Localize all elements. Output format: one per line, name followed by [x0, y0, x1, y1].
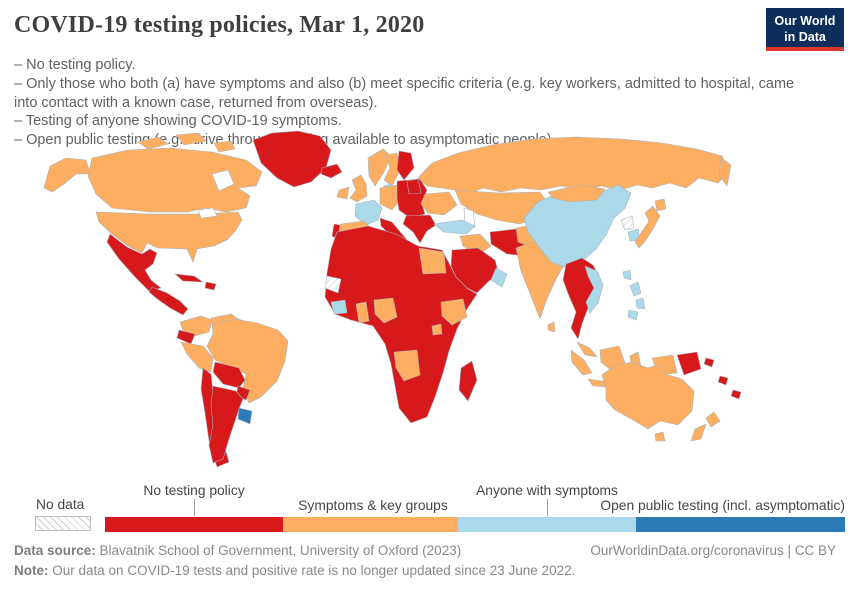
region-indonesia-sumatra[interactable] — [570, 349, 593, 376]
legend-tick — [547, 499, 548, 516]
legend-seg-no-testing-policy[interactable] — [105, 517, 283, 532]
region-western-sahara[interactable] — [324, 275, 342, 294]
region-uganda[interactable] — [431, 323, 443, 336]
data-source-line: Data source: Blavatnik School of Governm… — [14, 543, 461, 558]
owid-link[interactable]: OurWorldinData.org/coronavirus | CC BY — [590, 543, 836, 558]
region-central-europe[interactable] — [379, 184, 401, 211]
region-alaska[interactable] — [43, 157, 91, 193]
region-norway[interactable] — [367, 148, 392, 187]
region-peru[interactable] — [180, 341, 214, 373]
region-united-kingdom[interactable] — [349, 174, 368, 203]
region-new-zealand-south[interactable] — [690, 423, 707, 442]
legend-label-no-testing-policy: No testing policy — [143, 483, 245, 498]
region-balkans[interactable] — [402, 214, 437, 244]
region-japan-hokkaido[interactable] — [654, 198, 667, 212]
region-canada-arctic[interactable] — [137, 136, 169, 150]
region-uruguay[interactable] — [237, 407, 253, 425]
region-malaysia[interactable] — [576, 341, 598, 358]
legend-label-symptoms-key-groups: Symptoms & key groups — [298, 498, 448, 513]
region-papua-new-guinea[interactable] — [676, 351, 702, 376]
legend-no-data-label: No data — [36, 497, 85, 512]
subtitle-policy-definitions: – No testing policy. – Only those who bo… — [14, 56, 820, 150]
region-madagascar[interactable] — [458, 360, 478, 402]
region-baltic-states[interactable] — [406, 178, 422, 195]
region-new-zealand-north[interactable] — [705, 411, 721, 428]
region-hispaniola[interactable] — [204, 281, 217, 291]
page-title: COVID-19 testing policies, Mar 1, 2020 — [14, 12, 425, 38]
region-egypt[interactable] — [418, 247, 447, 275]
region-philippines[interactable] — [629, 281, 642, 297]
region-pacific-islands[interactable] — [703, 357, 715, 368]
region-australia-tasmania[interactable] — [654, 431, 666, 442]
region-philippines[interactable] — [627, 309, 639, 321]
region-sri-lanka[interactable] — [547, 321, 556, 333]
region-brazil[interactable] — [206, 318, 289, 404]
region-russia-kamchatka[interactable] — [718, 157, 732, 187]
region-oman-uae[interactable] — [490, 267, 508, 288]
region-turkey[interactable] — [433, 219, 476, 235]
region-canada-arctic[interactable] — [213, 140, 236, 153]
legend-label-open-public-testing: Open public testing (incl. asymptomatic) — [600, 498, 845, 513]
region-canada-arctic[interactable] — [175, 132, 207, 146]
legend-tick — [194, 499, 195, 516]
data-source-label: Data source: — [14, 543, 96, 558]
region-angola[interactable] — [393, 349, 421, 382]
region-france[interactable] — [354, 199, 383, 226]
region-united-states[interactable] — [95, 211, 243, 263]
region-north-korea[interactable] — [620, 215, 635, 231]
legend-color-bar — [105, 517, 845, 532]
region-nigeria[interactable] — [373, 297, 398, 324]
note-label: Note: — [14, 563, 49, 578]
region-ireland[interactable] — [336, 186, 350, 200]
world-map[interactable] — [0, 128, 850, 482]
legend-bar-area: No testing policy Symptoms & key groups … — [105, 483, 845, 535]
map-legend: No data No testing policy Symptoms & key… — [0, 483, 850, 535]
region-argentina[interactable] — [208, 385, 244, 464]
region-pacific-islands[interactable] — [717, 375, 729, 386]
owid-logo-line2: in Data — [784, 30, 826, 45]
legend-seg-anyone-with-symptoms[interactable] — [458, 517, 636, 532]
region-greenland[interactable] — [252, 130, 332, 188]
subtitle-line: – Only those who both (a) have symptoms … — [14, 75, 795, 111]
region-ghana[interactable] — [355, 301, 370, 324]
region-mexico[interactable] — [106, 233, 162, 292]
region-finland[interactable] — [396, 150, 415, 181]
region-ethiopia[interactable] — [440, 298, 468, 326]
legend-label-anyone-with-symptoms: Anyone with symptoms — [476, 483, 618, 498]
region-australia[interactable] — [601, 361, 695, 430]
owid-logo[interactable]: Our World in Data — [766, 8, 844, 51]
legend-seg-open-public-testing[interactable] — [636, 517, 845, 532]
region-taiwan[interactable] — [622, 269, 632, 281]
hudson-bay — [211, 169, 235, 192]
region-cuba[interactable] — [174, 273, 204, 283]
great-lakes — [197, 207, 218, 219]
region-pacific-islands[interactable] — [730, 389, 742, 400]
region-iceland[interactable] — [320, 163, 343, 179]
region-central-america[interactable] — [148, 286, 189, 316]
owid-logo-line1: Our World — [774, 14, 836, 28]
region-mongolia[interactable] — [547, 184, 606, 203]
region-vietnam[interactable] — [584, 265, 604, 314]
region-colombia[interactable] — [179, 315, 213, 337]
region-canada[interactable] — [87, 147, 263, 213]
region-ukraine[interactable] — [420, 191, 458, 216]
region-guinea[interactable] — [330, 299, 348, 315]
legend-no-data-swatch[interactable] — [35, 516, 91, 531]
legend-seg-symptoms-key-groups[interactable] — [283, 517, 458, 532]
region-japan[interactable] — [634, 205, 661, 249]
region-philippines[interactable] — [635, 297, 646, 310]
region-russia[interactable] — [417, 136, 730, 195]
region-iraq-levant[interactable] — [459, 233, 492, 256]
note-text: Our data on COVID-19 tests and positive … — [52, 563, 576, 578]
data-source-text: Blavatnik School of Government, Universi… — [99, 543, 462, 558]
note-line: Note: Our data on COVID-19 tests and pos… — [14, 563, 575, 578]
subtitle-line: – Testing of anyone showing COVID-19 sym… — [14, 113, 342, 130]
subtitle-line: – No testing policy. — [14, 57, 136, 73]
